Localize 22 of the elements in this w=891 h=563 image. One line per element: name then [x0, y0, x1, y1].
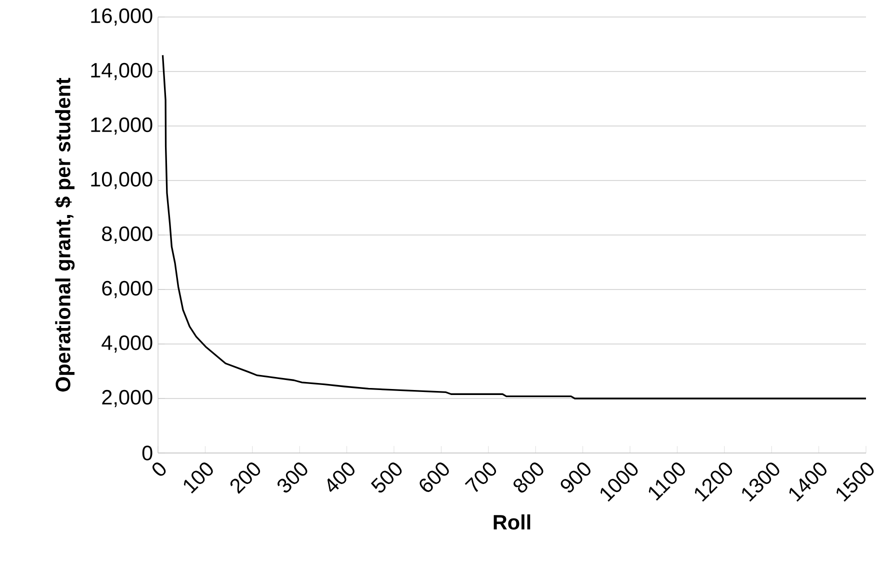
- x-tick-label: 200: [230, 462, 260, 494]
- y-tick-label: 16,000: [91, 8, 152, 26]
- x-tick-label: 400: [327, 462, 354, 492]
- y-tick-label: 10,000: [91, 172, 152, 190]
- y-tick-label: 8,000: [102, 226, 152, 244]
- y-tick-label: 2,000: [102, 390, 152, 408]
- y-tick-label: 4,000: [102, 335, 152, 353]
- x-tick-label: 800: [514, 462, 544, 492]
- x-tick-label: 0: [152, 462, 166, 476]
- y-tick-label: 6,000: [102, 280, 152, 298]
- x-tick-label: 500: [370, 462, 402, 493]
- x-tick-label: 300: [278, 462, 308, 492]
- y-axis-title: Operational grant, $ per student: [54, 78, 75, 392]
- line-series: [162, 54, 866, 400]
- x-axis-title: Roll: [494, 514, 530, 530]
- y-tick-label: 12,000: [91, 117, 152, 135]
- x-tick-label: 700: [464, 462, 496, 492]
- x-tick-label: 600: [420, 462, 449, 492]
- x-tick-label: 100: [184, 462, 213, 494]
- y-tick-label: 0: [142, 446, 152, 460]
- x-tick-label: 900: [560, 462, 590, 492]
- y-tick-label: 14,000: [91, 62, 152, 80]
